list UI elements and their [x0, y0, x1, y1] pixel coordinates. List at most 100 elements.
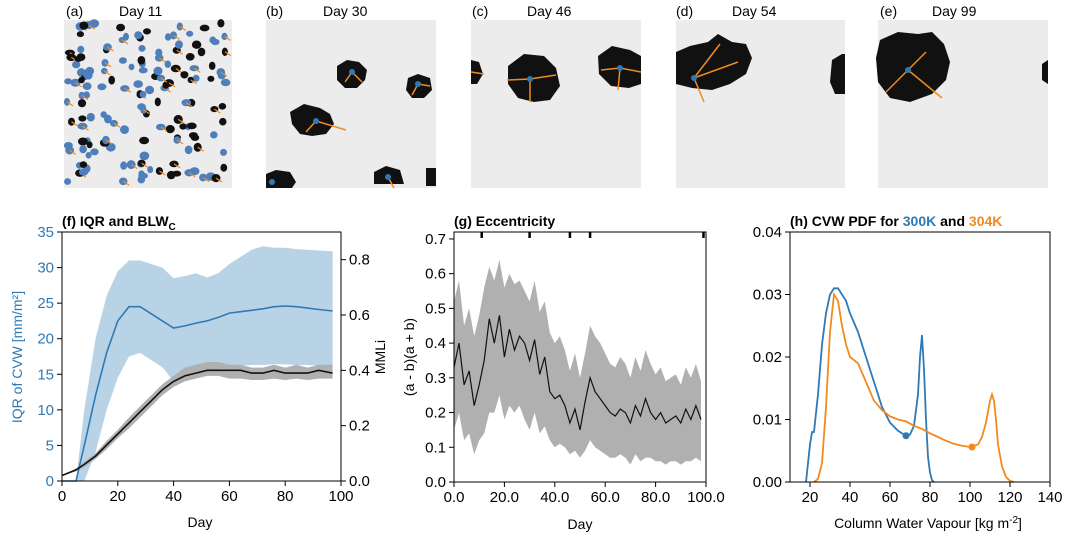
- cloud-axis: [202, 177, 210, 182]
- chart-h-xtick-label: 60: [882, 489, 899, 506]
- cloud-blob: [166, 170, 176, 180]
- cloud-axis: [176, 139, 184, 145]
- chart-f-ytick-label: 20: [37, 331, 54, 348]
- chart-h-ytick-label: 0.00: [753, 474, 782, 491]
- chart-g-ylabel: (a - b)(a + b): [401, 318, 417, 396]
- cloud-center: [133, 80, 143, 88]
- cloud-center: [176, 22, 183, 31]
- cloud-axis: [190, 79, 198, 85]
- snapshot-a-label: (a): [66, 3, 83, 19]
- chart-h-ytick-label: 0.04: [753, 224, 782, 241]
- snapshot-b: (b) Day 30: [266, 3, 436, 189]
- cloud-axis: [179, 26, 187, 31]
- cloud-center: [104, 114, 112, 124]
- chart-h-xtick-label: 40: [842, 489, 859, 506]
- cloud-center: [138, 170, 145, 177]
- cloud-blob: [137, 56, 146, 65]
- iqr-line: [62, 305, 333, 482]
- chart-g-ytick-label: 0.4: [425, 335, 446, 352]
- cloud-axis: [175, 68, 183, 73]
- cloud-axis: [215, 177, 223, 183]
- cloud-center: [139, 90, 147, 98]
- cloud-axis: [124, 87, 132, 93]
- cloud-axis: [220, 71, 228, 77]
- cloud-center: [85, 152, 92, 159]
- cloud-blob: [143, 28, 151, 35]
- cloud-axis: [158, 57, 166, 63]
- snapshot-a-title: Day 11: [119, 3, 163, 19]
- cloud-center: [220, 78, 231, 87]
- chart-g-ytick-label: 0.3: [425, 370, 446, 387]
- chart-h-ytick-label: 0.02: [753, 349, 782, 366]
- cloud-center: [123, 32, 129, 41]
- chart-g-ytick-label: 0.5: [425, 300, 446, 317]
- chart-h-title: (h) CVW PDF for 300K and 304K: [790, 213, 1002, 229]
- cloud-center: [128, 63, 135, 71]
- chart-f: 0 20 40 60 80 100 0 5 10 15 20 25 30 35 0.0 0.2 0.4 0.6 0.…: [37, 224, 370, 505]
- cloud-blob: [154, 97, 161, 107]
- cloud-blob: [78, 115, 87, 122]
- cloud-axis: [141, 162, 148, 168]
- cloud-center: [211, 38, 220, 46]
- cloud-center: [192, 74, 200, 82]
- cloud-axis: [159, 170, 166, 176]
- cloud-blob: [218, 103, 227, 110]
- snapshot-a-field: [64, 20, 232, 188]
- chart-f-right-ytick-label: 0.0: [349, 473, 370, 490]
- cloud-blob: [219, 117, 227, 126]
- snapshot-b-title: Day 30: [323, 3, 368, 19]
- snapshot-c-label: (c): [472, 3, 488, 19]
- cloud-axis: [69, 149, 77, 155]
- cloud-center: [155, 48, 163, 57]
- cloud-axis: [224, 51, 232, 57]
- cloud-blob: [77, 99, 87, 108]
- chart-h-xtick-label: 120: [997, 489, 1022, 506]
- chart-h-xtick-label: 140: [1037, 489, 1062, 506]
- snapshot-e-title: Day 99: [932, 3, 977, 19]
- chart-f-title: (f) IQR and BLWC: [62, 213, 176, 233]
- cloud-center: [83, 91, 90, 99]
- cloud-axis: [143, 109, 150, 115]
- cloud-blob: [186, 122, 197, 130]
- cloud-axis: [188, 172, 196, 178]
- cloud-blob: [188, 132, 198, 139]
- cloud-axis: [176, 49, 184, 55]
- chart-f-xtick-label: 60: [221, 488, 238, 505]
- cloud-center: [164, 33, 172, 41]
- chart-g-ytick-label: 0.1: [425, 439, 446, 456]
- chart-f-right-ytick-label: 0.6: [349, 307, 370, 324]
- cloud-axis: [160, 77, 168, 83]
- cloud-center: [90, 148, 99, 156]
- cloud-center: [139, 151, 150, 161]
- cloud-axis: [197, 146, 205, 152]
- cloud-center: [184, 145, 193, 155]
- chart-h-xtick-label: 100: [957, 489, 982, 506]
- cloud-center: [138, 45, 146, 52]
- cloud-blob: [139, 136, 150, 145]
- cloud-center: [145, 85, 155, 95]
- cloud-blob: [220, 163, 228, 172]
- eccentricity-line: [453, 315, 702, 431]
- chart-f-xtick-label: 80: [277, 488, 294, 505]
- chart-f-ytick-label: 5: [46, 437, 54, 454]
- snapshot-b-label: (b): [266, 3, 283, 19]
- cloud-center: [153, 66, 163, 76]
- cloud-axis: [168, 82, 176, 88]
- cloud-blob: [197, 47, 206, 57]
- cloud-blob: [199, 24, 210, 32]
- chart-f-y2label: MMLi: [372, 340, 388, 374]
- chart-f-ytick-label: 30: [37, 260, 54, 277]
- chart-g-ytick-label: 0.7: [425, 231, 446, 248]
- cloud-blob: [165, 125, 175, 134]
- chart-g-xlabel: Day: [568, 516, 593, 532]
- cloud-center: [64, 178, 72, 185]
- cloud-axis: [104, 62, 112, 68]
- chart-h-xlabel: Column Water Vapour [kg m-2]: [834, 515, 1022, 531]
- cloud-axis: [193, 67, 201, 73]
- snapshot-c-clouds: [470, 46, 642, 102]
- snapshot-d-clouds: [676, 34, 845, 103]
- snapshot-e-clouds: [876, 32, 1048, 102]
- cloud-center: [220, 148, 227, 156]
- chart-g-xtick-label: 60.0: [591, 489, 620, 506]
- chart-f-right-ytick-label: 0.2: [349, 418, 370, 435]
